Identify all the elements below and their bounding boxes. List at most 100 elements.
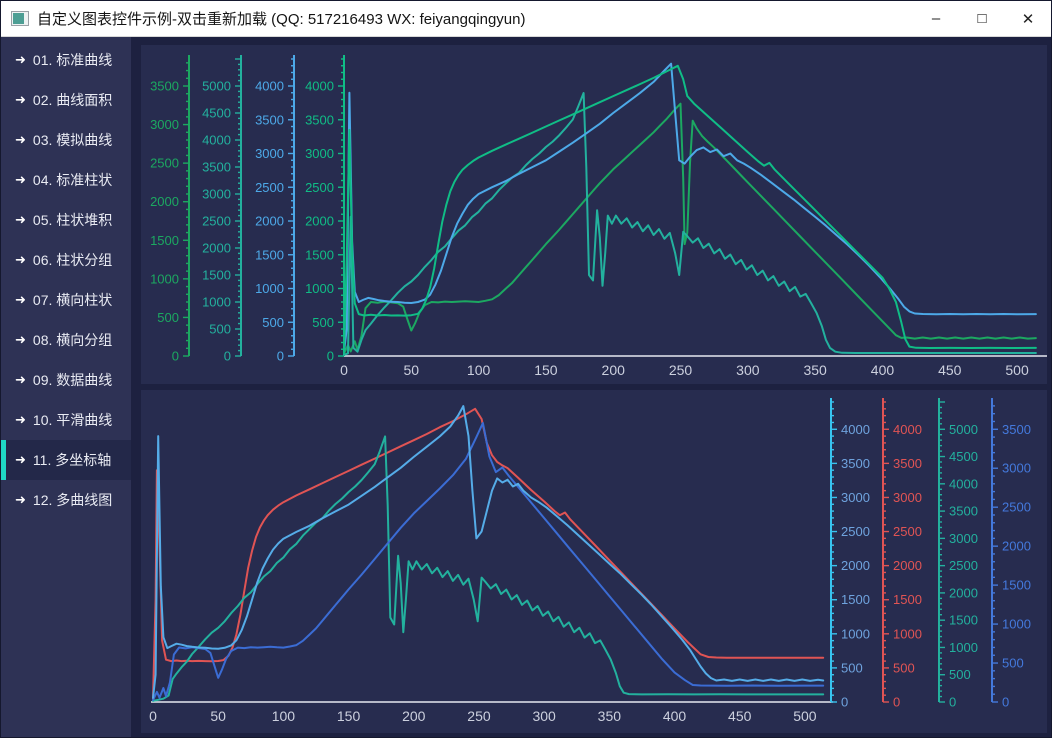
y-tick-label: 1500	[1002, 578, 1031, 593]
y-tick-label: 1500	[255, 247, 284, 262]
y-tick-label: 500	[209, 322, 231, 337]
curve-blue	[343, 62, 1037, 353]
y-tick-label: 5000	[202, 79, 231, 94]
y-tick-label: 1000	[305, 281, 334, 296]
x-tick-label: 500	[1005, 362, 1029, 378]
curve-green	[343, 102, 1037, 355]
y-tick-label: 4500	[202, 106, 231, 121]
chart-canvas-top: 0 50 100 150 200 250 300 350 400 450 5000500100015…	[150, 55, 1047, 378]
x-tick-label: 450	[728, 708, 752, 724]
sidebar-item-label: 09. 数据曲线	[32, 372, 113, 388]
y-tick-label: 2000	[255, 214, 284, 229]
y-tick-label: 3500	[255, 112, 284, 127]
sidebar-nav: ➜ 01. 标准曲线 ➜ 02. 曲线面积 ➜ 03. 模拟曲线 ➜ 04. 标准柱状 ➜ 05.…	[1, 37, 131, 737]
arrow-icon: ➜	[15, 92, 26, 107]
y-axis-top-2: 0 500 1000 1500 2000 2500 3000 3500 4000	[255, 55, 295, 364]
sidebar-item-02[interactable]: ➜ 02. 曲线面积	[1, 80, 131, 120]
sidebar-item-06[interactable]: ➜ 06. 柱状分组	[1, 240, 131, 280]
y-tick-label: 3000	[255, 146, 284, 161]
y-tick-label: 1000	[150, 271, 179, 286]
y-tick-label: 2500	[841, 524, 870, 539]
y-tick-label: 1000	[949, 640, 978, 655]
sidebar-item-label: 12. 多曲线图	[32, 492, 113, 508]
arrow-icon: ➜	[15, 332, 26, 347]
y-tick-label: 2000	[1002, 539, 1031, 554]
sidebar-item-12[interactable]: ➜ 12. 多曲线图	[1, 480, 131, 520]
sidebar-item-label: 04. 标准柱状	[32, 172, 113, 188]
sidebar-item-label: 01. 标准曲线	[32, 52, 113, 68]
y-tick-label: 0	[277, 349, 284, 364]
y-tick-label: 1500	[202, 268, 231, 283]
y-tick-label: 500	[312, 315, 334, 330]
y-tick-label: 2500	[893, 524, 922, 539]
sidebar-item-03[interactable]: ➜ 03. 模拟曲线	[1, 120, 131, 160]
arrow-icon: ➜	[15, 492, 26, 507]
app-icon	[11, 11, 29, 26]
y-tick-label: 4500	[949, 449, 978, 464]
minimize-button[interactable]: –	[931, 10, 941, 27]
y-tick-label: 2500	[1002, 500, 1031, 515]
x-tick-label: 200	[402, 708, 426, 724]
curve-royalblue	[152, 422, 825, 702]
x-tick-label: 450	[938, 362, 962, 378]
sidebar-item-label: 05. 柱状堆积	[32, 212, 113, 228]
sidebar-item-05[interactable]: ➜ 05. 柱状堆积	[1, 200, 131, 240]
y-tick-label: 0	[224, 349, 231, 364]
sidebar-item-07[interactable]: ➜ 07. 横向柱状	[1, 280, 131, 320]
title-bar: 自定义图表控件示例-双击重新加载 (QQ: 517216493 WX: feiy…	[1, 1, 1051, 37]
curve-lightblue	[152, 405, 825, 699]
sidebar-item-label: 06. 柱状分组	[32, 252, 113, 268]
x-tick-label: 400	[871, 362, 895, 378]
chart-area: 0 50 100 150 200 250 300 350 400 450 500 0 500 1000 15…	[131, 37, 1051, 737]
close-button[interactable]: ✕	[1021, 10, 1035, 28]
arrow-icon: ➜	[15, 292, 26, 307]
x-tick-label: 300	[736, 362, 760, 378]
maximize-button[interactable]: □	[977, 10, 987, 27]
y-tick-label: 3500	[1002, 422, 1031, 437]
y-tick-label: 0	[172, 349, 179, 364]
y-tick-label: 3000	[150, 117, 179, 132]
y-tick-label: 1500	[893, 592, 922, 607]
sidebar-item-08[interactable]: ➜ 08. 横向分组	[1, 320, 131, 360]
y-tick-label: 3000	[949, 531, 978, 546]
y-tick-label: 2500	[150, 156, 179, 171]
y-tick-label: 0	[327, 349, 334, 364]
multi-axis-chart-top[interactable]: 0 50 100 150 200 250 300 350 400 450 500 0 500 1000 15…	[141, 45, 1047, 384]
x-tick-label: 0	[340, 362, 348, 378]
y-tick-label: 4000	[893, 422, 922, 437]
multi-axis-chart-bottom[interactable]: 0 50 100 150 200 250 300 350 400 450 500 0 500 1000 15…	[141, 390, 1047, 733]
sidebar-item-label: 03. 模拟曲线	[32, 132, 113, 148]
y-tick-label: 2000	[202, 241, 231, 256]
y-tick-label: 2500	[255, 180, 284, 195]
x-tick-label: 50	[210, 708, 226, 724]
sidebar-item-04[interactable]: ➜ 04. 标准柱状	[1, 160, 131, 200]
sidebar-item-11[interactable]: ➜ 11. 多坐标轴	[1, 440, 131, 480]
y-tick-label: 1000	[1002, 617, 1031, 632]
y-tick-label: 3000	[202, 187, 231, 202]
curve-teal	[152, 435, 825, 702]
y-tick-label: 2000	[893, 558, 922, 573]
y-tick-label: 2000	[949, 585, 978, 600]
y-tick-label: 3000	[305, 146, 334, 161]
y-tick-label: 2500	[949, 558, 978, 573]
sidebar-item-01[interactable]: ➜ 01. 标准曲线	[1, 40, 131, 80]
y-tick-label: 1500	[150, 233, 179, 248]
y-tick-label: 4000	[949, 476, 978, 491]
y-axis-top-1: 0 500 1000 1500 2000 2500 3000 3500 4000 4500 5000	[202, 55, 242, 364]
window-title: 自定义图表控件示例-双击重新加载 (QQ: 517216493 WX: feiy…	[37, 11, 526, 28]
x-tick-label: 100	[272, 708, 296, 724]
sidebar-item-09[interactable]: ➜ 09. 数据曲线	[1, 360, 131, 400]
y-tick-label: 3500	[150, 79, 179, 94]
x-tick-label: 100	[467, 362, 491, 378]
y-tick-label: 2000	[841, 558, 870, 573]
sidebar-item-label: 10. 平滑曲线	[32, 412, 113, 428]
y-tick-label: 3000	[1002, 461, 1031, 476]
y-tick-label: 4000	[841, 422, 870, 437]
x-tick-label: 50	[404, 362, 420, 378]
sidebar-item-label: 11. 多坐标轴	[32, 452, 112, 468]
y-tick-label: 3500	[893, 456, 922, 471]
arrow-icon: ➜	[15, 372, 26, 387]
sidebar-item-10[interactable]: ➜ 10. 平滑曲线	[1, 400, 131, 440]
y-axis-bottom-3: 0 500 1000 1500 2000 2500 3000 3500	[991, 398, 1031, 710]
